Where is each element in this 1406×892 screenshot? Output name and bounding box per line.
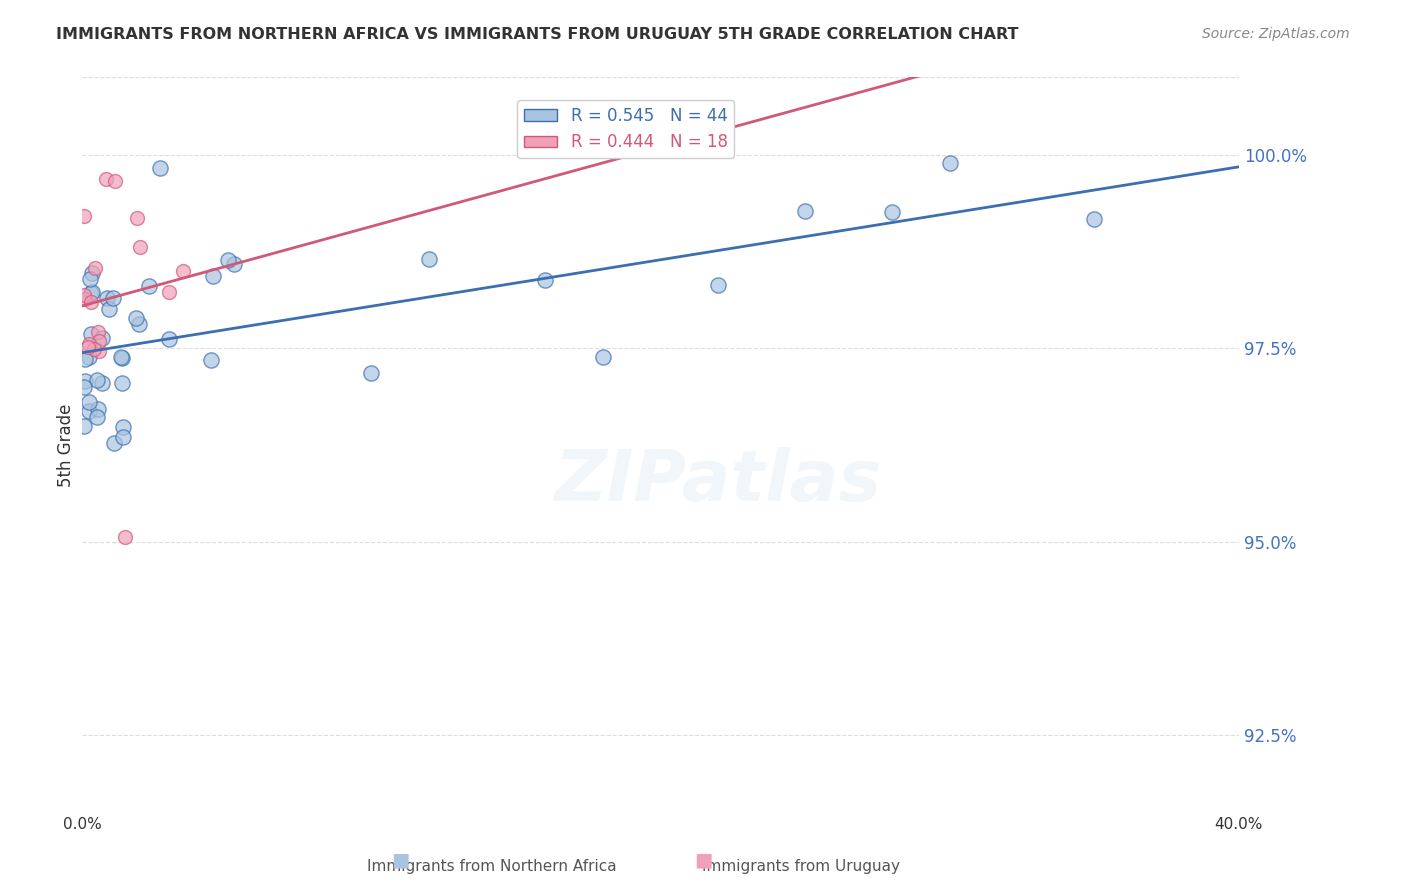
Point	[86, 409, 108, 424]
Point	[90, 331, 112, 345]
Legend: R = 0.545   N = 44, R = 0.444   N = 18: R = 0.545 N = 44, R = 0.444 N = 18	[517, 101, 734, 158]
Point	[157, 285, 180, 300]
Point	[73, 351, 96, 366]
Point	[80, 285, 103, 300]
Point	[128, 317, 150, 331]
Point	[592, 350, 614, 364]
Point	[104, 173, 127, 187]
Point	[938, 156, 960, 170]
Point	[73, 292, 96, 306]
Point	[87, 325, 110, 339]
Point	[217, 252, 239, 267]
Point	[77, 395, 100, 409]
Point	[80, 326, 103, 341]
Point	[533, 273, 555, 287]
Point	[418, 252, 440, 267]
Point	[138, 279, 160, 293]
Point	[794, 203, 817, 218]
Point	[79, 272, 101, 286]
Point	[72, 419, 94, 434]
Point	[103, 291, 125, 305]
Text: ■: ■	[391, 851, 411, 870]
Point	[707, 277, 730, 292]
Point	[201, 268, 224, 283]
Point	[111, 376, 134, 391]
Point	[79, 351, 101, 365]
Text: Immigrants from Uruguay: Immigrants from Uruguay	[703, 859, 900, 874]
Point	[103, 435, 125, 450]
Point	[72, 287, 94, 301]
Point	[127, 211, 149, 226]
Text: Source: ZipAtlas.com: Source: ZipAtlas.com	[1202, 27, 1350, 41]
Point	[111, 430, 134, 444]
Point	[87, 402, 110, 417]
Point	[200, 352, 222, 367]
Point	[87, 334, 110, 348]
Point	[111, 351, 134, 366]
Text: Immigrants from Northern Africa: Immigrants from Northern Africa	[367, 859, 617, 874]
Point	[172, 263, 194, 277]
Point	[72, 210, 94, 224]
Point	[110, 350, 132, 364]
Point	[129, 239, 152, 253]
Point	[82, 266, 104, 280]
Point	[94, 172, 117, 186]
Point	[112, 420, 135, 434]
Y-axis label: 5th Grade: 5th Grade	[58, 403, 75, 487]
Point	[222, 257, 245, 271]
Point	[114, 530, 136, 544]
Point	[86, 373, 108, 387]
Point	[77, 340, 100, 354]
Point	[157, 332, 180, 346]
Point	[73, 374, 96, 388]
Point	[1083, 212, 1105, 227]
Point	[77, 336, 100, 351]
Point	[80, 285, 103, 299]
Point	[360, 366, 382, 380]
Point	[79, 403, 101, 417]
Text: IMMIGRANTS FROM NORTHERN AFRICA VS IMMIGRANTS FROM URUGUAY 5TH GRADE CORRELATION: IMMIGRANTS FROM NORTHERN AFRICA VS IMMIG…	[56, 27, 1019, 42]
Point	[96, 291, 118, 305]
Point	[83, 343, 105, 357]
Point	[89, 343, 111, 358]
Point	[149, 161, 172, 175]
Point	[124, 311, 146, 326]
Point	[97, 302, 120, 317]
Text: ■: ■	[693, 851, 713, 870]
Point	[880, 205, 903, 219]
Point	[80, 294, 103, 309]
Point	[73, 379, 96, 393]
Text: ZIPatlas: ZIPatlas	[554, 447, 882, 516]
Point	[84, 261, 107, 276]
Point	[91, 376, 114, 391]
